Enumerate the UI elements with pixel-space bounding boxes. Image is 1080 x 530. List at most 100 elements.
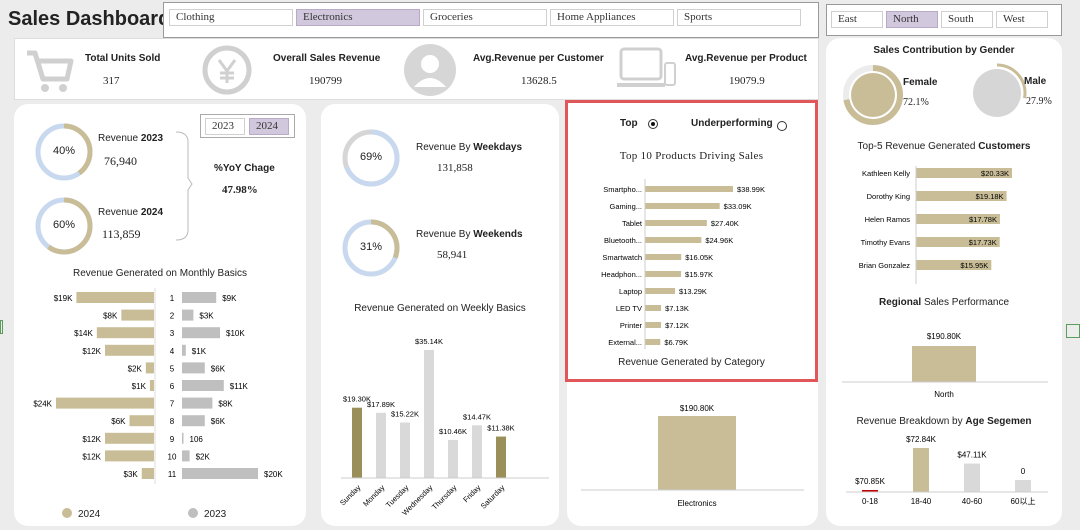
category-sports-button[interactable]: Sports: [677, 9, 801, 26]
year-2023-button[interactable]: 2023: [205, 118, 245, 135]
weekends-value: 58,941: [437, 249, 468, 261]
top10-bar: [645, 288, 675, 294]
donut-weekdays-pct: 69%: [359, 151, 383, 163]
customer-bar: [916, 214, 1000, 224]
right-column-card: Sales Contribution by Gender Female 72.1…: [826, 38, 1062, 526]
customer-name-label: Brian Gonzalez: [859, 261, 911, 270]
dfem-arc: [843, 65, 903, 125]
toggle-under-radio[interactable]: [777, 121, 787, 131]
monthly-month-label: 6: [170, 382, 175, 391]
dmale-arc: [967, 63, 1027, 123]
age-bar: [1015, 480, 1031, 492]
weekends-label: Revenue By Weekends: [416, 229, 523, 240]
region-south-button[interactable]: South: [941, 11, 993, 28]
monthly-bar-2024: [96, 327, 154, 339]
customers-chart: Kathleen Kelly $20.33K Dorothy King $19.18K…: [859, 166, 1012, 284]
region-north-button[interactable]: North: [886, 11, 938, 28]
age-value-label: $70.85K: [855, 477, 885, 486]
top10-value-label: $38.99K: [737, 185, 765, 194]
rev-2024-label: Revenue 2024: [98, 207, 164, 218]
cart-icon: [27, 50, 74, 92]
weekly-bar: [448, 439, 458, 478]
monthly-month-label: 5: [170, 364, 175, 373]
top10-product-label: Smartwatch: [602, 253, 642, 262]
region-east-button[interactable]: East: [831, 11, 883, 28]
category-home-appliances-button[interactable]: Home Appliances: [550, 9, 674, 26]
monthly-bar-2024: [149, 380, 154, 391]
donut-2023-pct: 40%: [52, 145, 76, 157]
monthly-bar-2024: [121, 309, 154, 321]
regional-chart: $190.80K North: [842, 332, 1048, 399]
donut-weekends: [342, 219, 400, 277]
top10-value-label: $24.96K: [705, 236, 733, 245]
weekly-bar: [352, 407, 362, 478]
age-group-label: 18-40: [911, 497, 932, 506]
monthly-label-2023: $8K: [218, 400, 233, 409]
category-chart: $190.80K Electronics: [581, 404, 804, 508]
toggle-top-radio[interactable]: [648, 119, 658, 129]
kpi-revenue-value: 190799: [309, 75, 342, 87]
donut-2024-pct: 60%: [52, 219, 76, 231]
monthly-bar-2024: [129, 415, 154, 427]
weekly-day-label: Saturday: [479, 483, 507, 511]
female-label: Female: [903, 77, 938, 88]
category-value-label: $190.80K: [680, 404, 715, 413]
weekly-bar: [424, 350, 434, 478]
weekly-chart: $19.30KSunday$17.89KMonday$15.22KTuesday…: [338, 337, 549, 517]
top10-bar: [645, 186, 733, 192]
top10-product-label: Printer: [620, 321, 643, 330]
year-monthly-card: 2023 2024 40% Revenue 2023 76,940 60% Re…: [14, 104, 306, 526]
age-group-label: 0-18: [862, 497, 879, 506]
customers-title: Top-5 Revenue Generated Customers: [857, 141, 1031, 152]
kpi-revenue-label: Overall Sales Revenue: [273, 53, 381, 64]
category-clothing-button[interactable]: Clothing: [169, 9, 293, 26]
rev-2023-value: 76,940: [104, 154, 137, 168]
rev-2024-value: 113,859: [102, 227, 141, 241]
region-west-button[interactable]: West: [996, 11, 1048, 28]
age-bar: [964, 463, 980, 492]
region-slicer: East North South West: [826, 4, 1062, 36]
monthly-bar-2023: [182, 468, 258, 479]
laptop-icon: [617, 47, 676, 87]
toggle-under-label: Underperforming: [691, 118, 773, 129]
monthly-month-label: 8: [170, 417, 175, 426]
kpi-per-product-value: 19079.9: [729, 75, 765, 87]
weekly-chart-title: Revenue Generated on Weekly Basics: [354, 303, 526, 314]
weekly-value-label: $35.14K: [415, 337, 443, 346]
category-groceries-button[interactable]: Groceries: [423, 9, 547, 26]
monthly-label-2023: $6K: [211, 364, 226, 373]
monthly-bar-2023: [182, 432, 184, 444]
weekly-bar: [496, 436, 506, 478]
regional-bar: [912, 346, 976, 382]
top10-value-label: $7.12K: [665, 321, 689, 330]
age-value-label: 0: [1021, 467, 1026, 476]
top10-product-label: External...: [608, 338, 642, 347]
monthly-label-2024: $2K: [128, 364, 143, 373]
customer-name-label: Kathleen Kelly: [862, 169, 910, 178]
monthly-month-label: 4: [170, 347, 175, 356]
age-chart: $70.85K 0-18 $72.84K 18-40 $47.11K 40-60 0 60以上: [846, 435, 1048, 506]
weekdays-value: 131,858: [437, 162, 473, 174]
female-pct: 72.1%: [903, 97, 929, 108]
monthly-label-2023: $1K: [192, 347, 207, 356]
donut-weekends-pct: 31%: [359, 241, 383, 253]
top10-bar: [645, 203, 720, 209]
year-2024-button[interactable]: 2024: [249, 118, 289, 135]
customer-bar: [916, 260, 992, 270]
legend-2023-swatch: [188, 508, 198, 518]
age-bar: [862, 490, 878, 492]
monthly-bar-2023: [182, 309, 194, 321]
category-electronics-button[interactable]: Electronics: [296, 9, 420, 26]
kpi-per-customer-label: Avg.Revenue per Customer: [473, 53, 604, 64]
customer-value-label: $15.95K: [960, 261, 988, 270]
top10-chart: Smartpho... $38.99K Gaming... $33.09K Tablet…: [601, 179, 765, 349]
customer-bar: [916, 191, 1007, 201]
top10-value-label: $13.29K: [679, 287, 707, 296]
age-group-label: 60以上: [1011, 497, 1036, 506]
age-value-label: $47.11K: [957, 451, 987, 460]
age-value-label: $72.84K: [906, 435, 936, 444]
customer-name-label: Timothy Evans: [861, 238, 911, 247]
monthly-bar-2023: [182, 450, 190, 462]
weekly-value-label: $15.22K: [391, 410, 419, 419]
customer-value-label: $17.73K: [969, 238, 997, 247]
